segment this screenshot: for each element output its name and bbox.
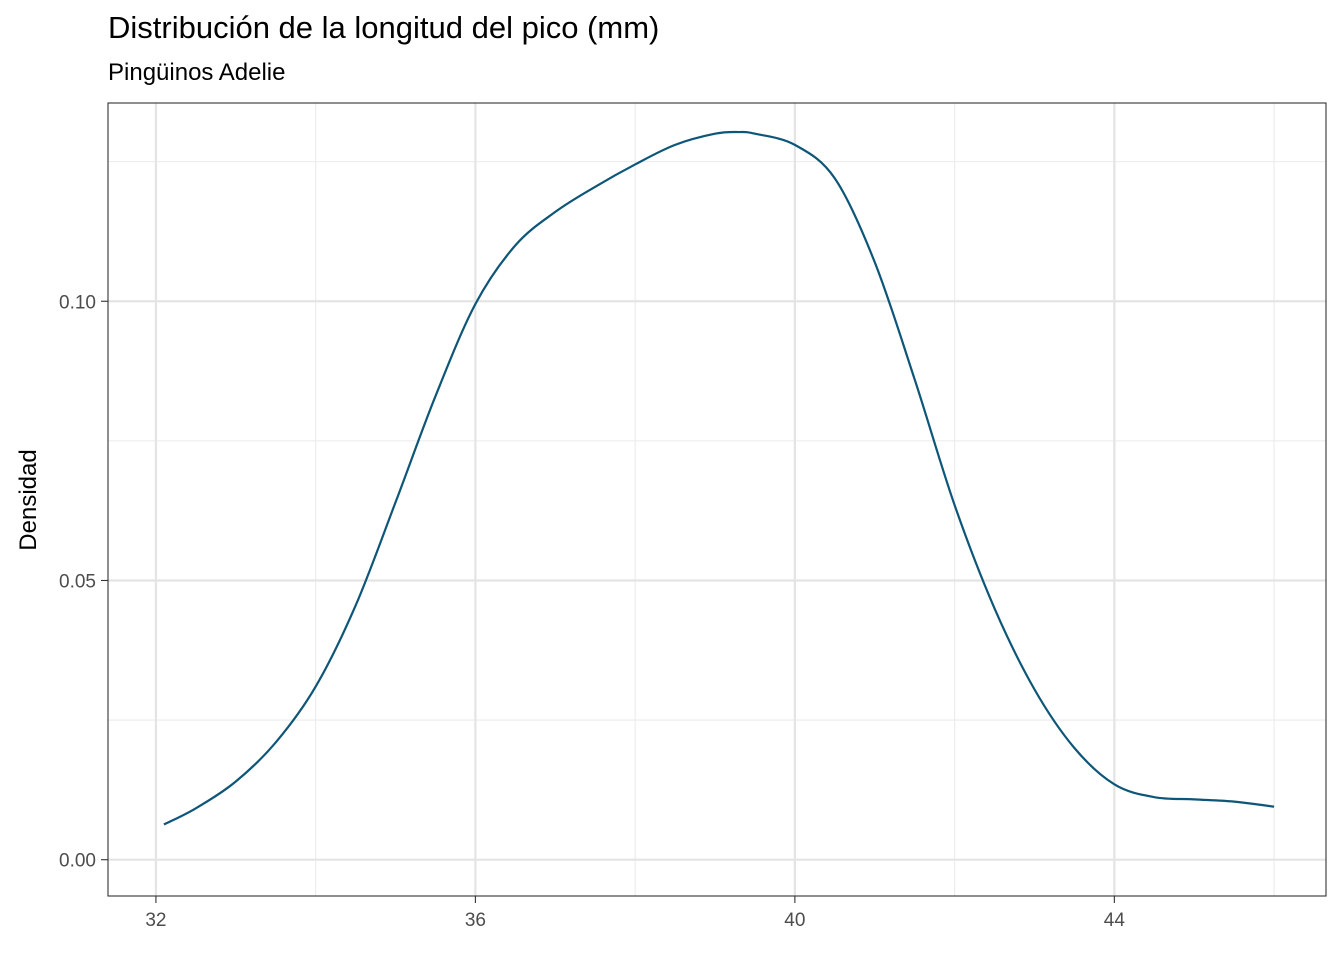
plot-panel [108, 103, 1326, 896]
major-gridlines [108, 103, 1326, 896]
density-curve [163, 130, 1275, 826]
chart-subtitle: Pingüinos Adelie [108, 59, 286, 86]
chart-title: Distribución de la longitud del pico (mm… [108, 10, 660, 45]
x-tick-label: 32 [145, 910, 166, 931]
plot-panel-border [107, 102, 1327, 897]
minor-gridlines [108, 103, 1326, 896]
x-axis: 32 36 40 44 [145, 896, 1125, 931]
y-axis: 0.00 0.05 0.10 [59, 292, 108, 872]
y-tick-label: 0.00 [59, 851, 96, 872]
x-tick-label: 40 [784, 910, 805, 931]
x-tick-label: 44 [1104, 910, 1126, 931]
x-tick-label: 36 [465, 910, 486, 931]
y-tick-label: 0.05 [59, 571, 96, 592]
y-tick-label: 0.10 [59, 292, 96, 313]
y-axis-title: Densidad [15, 449, 42, 550]
